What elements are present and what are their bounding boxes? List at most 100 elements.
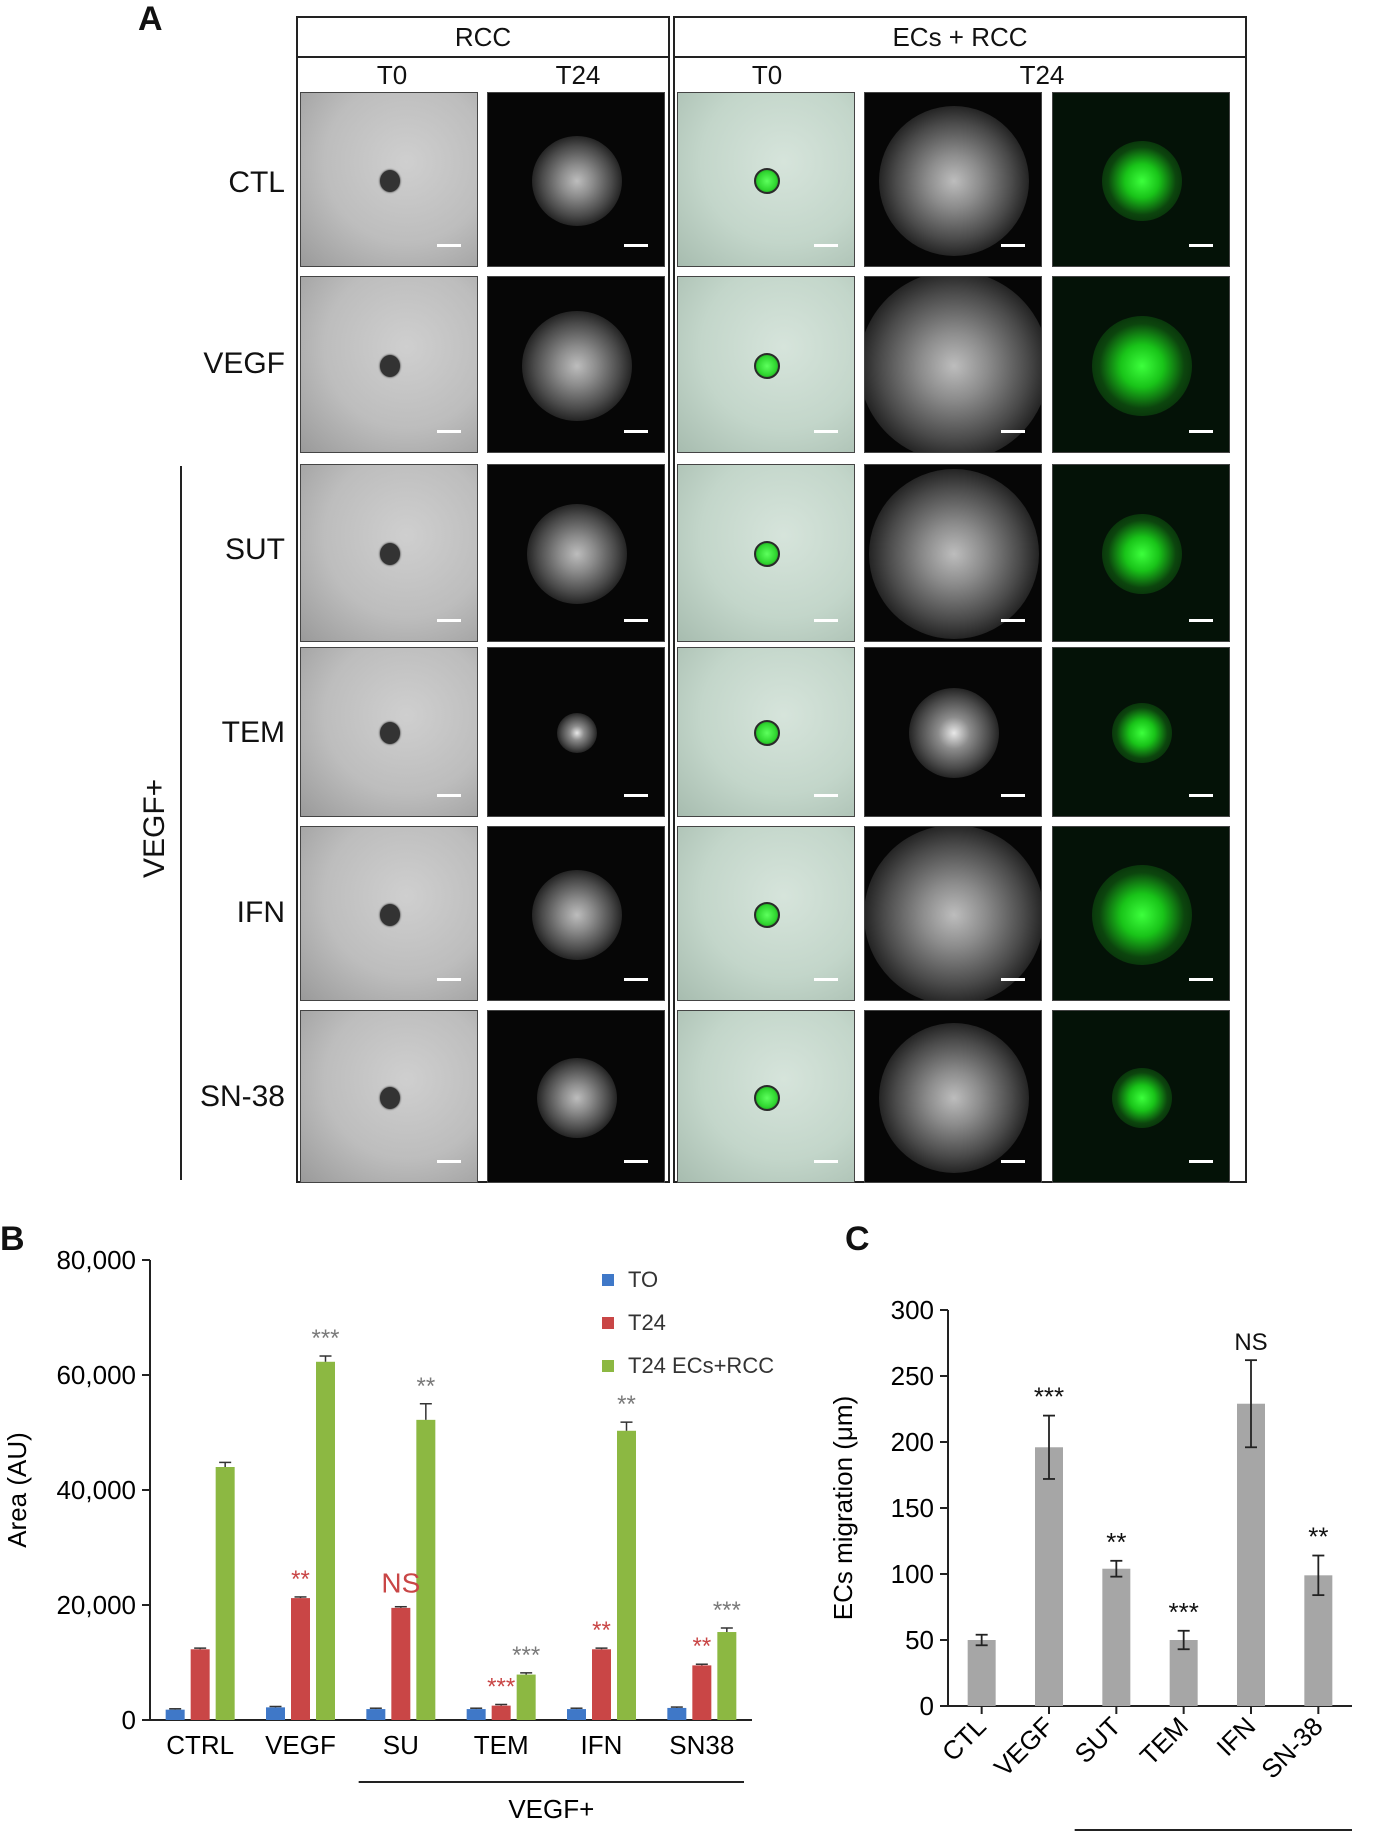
micrograph-vegf-ecs-t24 <box>864 276 1042 453</box>
scale-bar <box>814 244 838 247</box>
col-label-t0: T0 <box>376 60 408 90</box>
scale-bar <box>1189 1160 1213 1163</box>
scale-bar <box>1001 619 1025 622</box>
bar-t24-ecs-rcc <box>316 1361 335 1720</box>
micrograph-vegf-ecs-t24-green <box>1052 276 1230 453</box>
micrograph-tem-ecs-t0 <box>677 647 855 817</box>
panel-a-letter: A <box>138 0 163 38</box>
micrograph-sn38-rcc-t24 <box>487 1010 665 1183</box>
x-tick-label: SN38 <box>669 1730 734 1760</box>
x-tick-label: VEGF <box>265 1730 336 1760</box>
significance-label: ** <box>1308 1522 1328 1552</box>
y-tick-label: 40,000 <box>56 1475 136 1505</box>
vegf-bracket-label: VEGF+ <box>508 1794 594 1824</box>
significance-ecs: *** <box>512 1642 540 1669</box>
significance-ecs: ** <box>617 1391 636 1418</box>
bar-t24 <box>592 1649 611 1720</box>
legend-label: T24 <box>628 1310 666 1335</box>
significance-t24: ** <box>592 1617 611 1644</box>
scale-bar <box>624 244 648 247</box>
x-tick-label: IFN <box>1210 1711 1261 1762</box>
sprouting-spheroid <box>532 135 622 226</box>
significance-ecs: *** <box>713 1597 741 1624</box>
y-tick-label: 60,000 <box>56 1360 136 1390</box>
legend-label: TO <box>628 1267 658 1292</box>
row-label-sut: SUT <box>225 533 285 566</box>
micrograph-sut-ecs-t0 <box>677 464 855 642</box>
scale-bar <box>814 1160 838 1163</box>
legend-swatch <box>602 1360 614 1372</box>
y-tick-label: 200 <box>891 1427 934 1457</box>
migration-bar-chart: 0 50 100 150 200 250 300 ECs migration (μm) CTLV… <box>828 1295 1352 1831</box>
panel-c-letter: C <box>845 1220 870 1258</box>
micrograph-ifn-ecs-t0 <box>677 826 855 1001</box>
spheroid-fluorescent <box>754 720 780 746</box>
legend-swatch <box>602 1274 614 1286</box>
x-tick-label: SN-38 <box>1255 1711 1328 1784</box>
y-tick-label: 20,000 <box>56 1590 136 1620</box>
x-tick-label: SUT <box>1069 1711 1127 1769</box>
spheroid-fluorescent <box>754 901 780 928</box>
scale-bar <box>437 1160 461 1163</box>
bar-migration <box>1169 1640 1198 1706</box>
green-cell-cluster <box>1112 703 1172 763</box>
rcc-frame <box>296 56 670 1183</box>
scale-bar <box>624 1160 648 1163</box>
sprouting-spheroid <box>909 688 999 778</box>
scale-bar <box>1001 1160 1025 1163</box>
scale-bar <box>1189 978 1213 981</box>
micrograph-tem-ecs-t24 <box>864 647 1042 817</box>
scale-bar <box>624 619 648 622</box>
scale-bar <box>437 244 461 247</box>
scale-bar <box>1189 619 1213 622</box>
micrograph-ifn-rcc-t24 <box>487 826 665 1001</box>
sprouting-spheroid <box>879 105 1029 256</box>
scale-bar <box>437 619 461 622</box>
sprouting-spheroid <box>869 469 1039 639</box>
legend-swatch <box>602 1317 614 1329</box>
y-tick-label: 100 <box>891 1559 934 1589</box>
bar-to <box>366 1709 386 1720</box>
scale-bar <box>1001 430 1025 433</box>
legend-label: T24 ECs+RCC <box>628 1353 774 1378</box>
micrograph-tem-rcc-t24 <box>487 647 665 817</box>
green-cell-cluster <box>1102 514 1182 594</box>
vegf-side-label: VEGF+ <box>138 778 171 878</box>
sprouting-spheroid <box>532 869 622 960</box>
bar-to <box>165 1709 185 1720</box>
col-label-t24: T24 <box>555 60 601 90</box>
micrograph-sut-rcc-t0 <box>300 464 478 642</box>
spheroid-fluorescent <box>754 1084 780 1111</box>
scale-bar <box>1001 244 1025 247</box>
micrograph-vegf-rcc-t24 <box>487 276 665 453</box>
green-cell-cluster <box>1092 864 1192 965</box>
scale-bar <box>437 978 461 981</box>
micrograph-vegf-rcc-t0 <box>300 276 478 453</box>
micrograph-sn38-ecs-t24-green <box>1052 1010 1230 1183</box>
sprouting-spheroid <box>537 1057 617 1138</box>
micrograph-sn38-rcc-t0 <box>300 1010 478 1183</box>
micrograph-sut-ecs-t24-green <box>1052 464 1230 642</box>
bar-migration <box>1237 1403 1265 1706</box>
sprouting-spheroid <box>557 713 597 753</box>
significance-t24: NS <box>381 1568 420 1599</box>
col-label-t0-ecs: T0 <box>751 60 783 90</box>
micrograph-ctl-ecs-t24 <box>864 92 1042 267</box>
bar-t24 <box>291 1598 310 1720</box>
significance-ecs: ** <box>416 1373 435 1400</box>
bar-migration <box>1102 1568 1131 1706</box>
group-header-ecs-rcc: ECs + RCC <box>673 16 1247 58</box>
bar-t24-ecs-rcc <box>717 1632 737 1720</box>
bar-t24-ecs-rcc <box>617 1430 636 1720</box>
spheroid <box>380 903 400 926</box>
sprouting-spheroid <box>865 827 1041 1000</box>
significance-label: ** <box>1106 1527 1126 1557</box>
bar-to <box>567 1709 586 1720</box>
significance-label: NS <box>1234 1329 1267 1356</box>
micrograph-ctl-ecs-t0 <box>677 92 855 267</box>
spheroid <box>380 1086 400 1109</box>
spheroid <box>380 543 400 565</box>
micrograph-ifn-ecs-t24-green <box>1052 826 1230 1001</box>
scale-bar <box>1001 794 1025 797</box>
bar-migration <box>1035 1447 1063 1706</box>
